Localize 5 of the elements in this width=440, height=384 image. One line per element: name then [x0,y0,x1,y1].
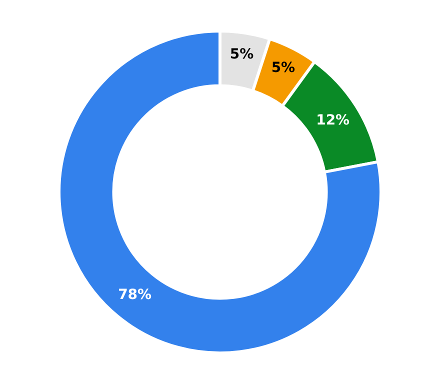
donut-slice [58,30,382,354]
data-label: 12% [316,112,350,128]
data-label: 5% [230,46,254,62]
data-label: 5% [271,60,296,76]
data-label: 78% [118,286,152,303]
